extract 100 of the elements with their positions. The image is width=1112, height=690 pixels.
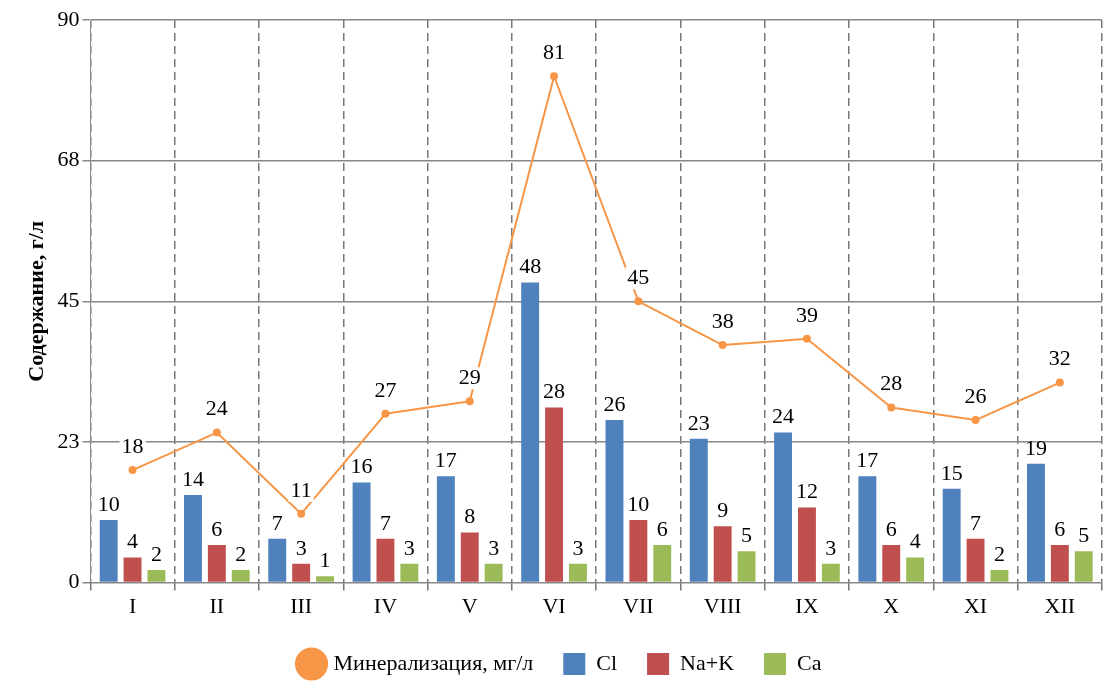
y-tick-label: 23 xyxy=(57,427,80,453)
data-label: 32 xyxy=(1048,345,1071,371)
bar xyxy=(460,532,479,582)
data-label: 23 xyxy=(687,409,710,435)
bar xyxy=(292,563,311,582)
data-label: 2 xyxy=(235,540,247,566)
x-tick-label: IX xyxy=(795,592,819,618)
bar xyxy=(1074,551,1093,582)
data-label: 27 xyxy=(374,376,397,402)
bar xyxy=(906,557,925,582)
bar xyxy=(484,563,503,582)
data-label: 3 xyxy=(572,534,584,560)
point xyxy=(718,341,727,350)
point xyxy=(802,334,811,343)
data-label: 6 xyxy=(656,515,668,541)
y-axis-title: Содержание, г/л xyxy=(22,220,48,382)
data-label: 26 xyxy=(603,390,626,416)
bar xyxy=(99,520,118,582)
x-tick-label: II xyxy=(209,592,225,618)
y-tick-label: 68 xyxy=(57,146,80,172)
bar xyxy=(316,576,334,582)
legend-label: Cl xyxy=(596,649,618,675)
data-label: 12 xyxy=(795,478,818,504)
point xyxy=(212,428,221,437)
data-label: 17 xyxy=(856,447,879,473)
legend-label: Минерализация, мг/л xyxy=(333,649,534,675)
data-label: 7 xyxy=(379,509,391,535)
x-tick-label: XI xyxy=(963,592,988,618)
data-label: 8 xyxy=(464,503,476,529)
data-label: 29 xyxy=(458,364,481,390)
point xyxy=(381,409,390,418)
legend-label: Na+K xyxy=(680,649,735,675)
bar xyxy=(545,407,564,582)
data-label: 11 xyxy=(290,476,312,502)
x-tick-label: XII xyxy=(1044,592,1076,618)
data-label: 1 xyxy=(319,547,331,573)
x-tick-label: X xyxy=(883,592,900,618)
data-label: 45 xyxy=(627,264,650,290)
y-tick-label: 45 xyxy=(57,287,80,313)
data-label: 2 xyxy=(150,540,162,566)
data-label: 4 xyxy=(909,528,921,554)
bar xyxy=(629,520,648,582)
data-label: 7 xyxy=(970,509,982,535)
data-label: 16 xyxy=(350,453,373,479)
data-label: 28 xyxy=(880,370,903,396)
bar xyxy=(207,545,226,582)
bar xyxy=(858,476,877,582)
bar xyxy=(568,563,587,582)
data-label: 3 xyxy=(403,534,415,560)
bar xyxy=(966,538,985,582)
y-tick-label: 0 xyxy=(68,568,80,594)
x-tick-label: IV xyxy=(373,592,398,618)
x-tick-label: I xyxy=(128,592,137,618)
bar xyxy=(713,526,732,582)
data-label: 4 xyxy=(127,528,139,554)
data-label: 14 xyxy=(181,465,204,491)
data-label: 28 xyxy=(543,378,566,404)
data-label: 15 xyxy=(940,459,963,485)
bar xyxy=(653,545,672,582)
x-tick-label: VIII xyxy=(703,592,742,618)
data-label: 19 xyxy=(1024,434,1047,460)
bar xyxy=(376,538,395,582)
bar xyxy=(774,432,793,582)
x-tick-label: VII xyxy=(623,592,654,618)
bar xyxy=(521,282,540,582)
bar xyxy=(400,563,419,582)
data-label: 3 xyxy=(295,534,307,560)
point xyxy=(297,509,306,518)
data-label: 9 xyxy=(717,497,729,523)
data-label: 24 xyxy=(772,403,795,429)
bar xyxy=(1050,545,1069,582)
point xyxy=(971,416,980,425)
data-label: 10 xyxy=(627,490,650,516)
legend-label: Ca xyxy=(797,649,822,675)
bar xyxy=(1027,463,1045,582)
bar xyxy=(821,563,840,582)
data-label: 5 xyxy=(1078,522,1090,548)
data-label: 24 xyxy=(205,395,228,421)
bar xyxy=(268,538,287,582)
data-label: 6 xyxy=(885,515,897,541)
data-label: 7 xyxy=(271,509,283,535)
data-label: 6 xyxy=(1054,515,1066,541)
x-tick-label: VI xyxy=(542,592,566,618)
bar xyxy=(737,551,756,582)
point xyxy=(634,297,643,306)
x-tick-label: V xyxy=(461,592,478,618)
bar xyxy=(990,570,1009,582)
bar xyxy=(942,488,961,582)
data-label: 39 xyxy=(795,301,818,327)
data-label: 3 xyxy=(488,534,500,560)
data-label: 18 xyxy=(121,432,144,458)
data-label: 81 xyxy=(543,39,566,65)
bar xyxy=(689,438,708,582)
bar xyxy=(882,545,901,582)
point xyxy=(465,397,474,406)
y-tick-label: 90 xyxy=(57,5,80,31)
bar xyxy=(123,557,142,582)
point xyxy=(550,72,559,81)
data-label: 2 xyxy=(993,540,1005,566)
bar xyxy=(147,570,166,582)
